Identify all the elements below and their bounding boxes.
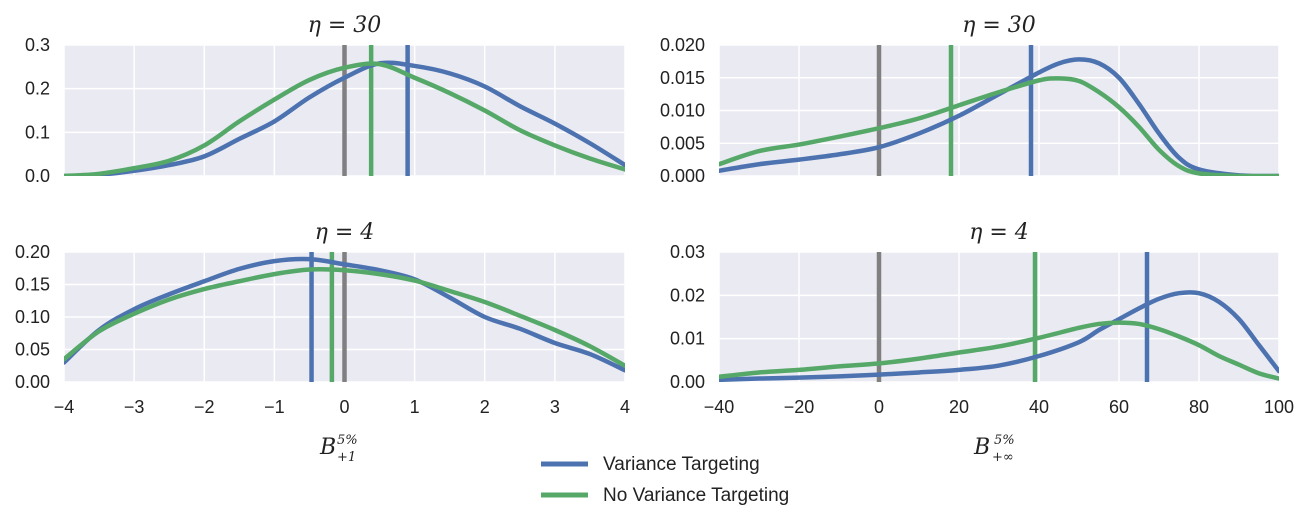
x-axis-label-right: B [973, 435, 990, 460]
x-tick-label: 60 [1109, 397, 1129, 417]
plot-background [719, 252, 1279, 382]
panel-title: η = 4 [969, 220, 1029, 245]
x-tick-label: −2 [194, 397, 215, 417]
density-curve [719, 57, 1279, 176]
x-tick-label: 2 [480, 397, 490, 417]
density-curve [64, 60, 625, 176]
x-tick-label: 20 [949, 397, 969, 417]
panel-title: η = 4 [315, 220, 375, 245]
y-tick-label: 0.10 [15, 307, 50, 327]
x-axis-label-right-sup: 5% [994, 433, 1015, 448]
density-curve [719, 76, 1279, 176]
density-curve [64, 267, 625, 368]
density-curve [719, 320, 1279, 381]
x-axis-label-left-base: B [319, 435, 336, 460]
density-curve [719, 290, 1279, 382]
x-axis-label-right-base: B [973, 435, 990, 460]
x-tick-label: −40 [704, 397, 735, 417]
y-tick-label: 0.02 [670, 285, 705, 305]
x-tick-label: 0 [339, 397, 349, 417]
y-tick-label: 0.03 [670, 242, 705, 262]
x-tick-label: 40 [1029, 397, 1049, 417]
density-curve [64, 256, 625, 373]
y-tick-label: 0.20 [15, 242, 50, 262]
x-axis-label-left: B [319, 435, 336, 460]
legend-label-variance-targeting: Variance Targeting [603, 454, 760, 475]
panel-title: η = 30 [308, 13, 382, 38]
y-tick-label: 0.2 [25, 79, 50, 99]
y-tick-label: 0.3 [25, 35, 50, 55]
x-tick-label: 0 [874, 397, 884, 417]
x-tick-label: 4 [620, 397, 630, 417]
y-tick-label: 0.020 [660, 35, 705, 55]
y-tick-label: 0.010 [660, 101, 705, 121]
x-axis-label-left-sup: 5% [337, 433, 358, 448]
y-tick-label: 0.00 [670, 372, 705, 392]
y-tick-label: 0.15 [15, 275, 50, 295]
x-tick-label: −4 [54, 397, 75, 417]
panel-title: η = 30 [962, 13, 1036, 38]
x-tick-label: 3 [550, 397, 560, 417]
x-tick-label: 100 [1264, 397, 1294, 417]
x-axis-label-left-sub: +1 [337, 450, 356, 465]
x-tick-label: −20 [784, 397, 815, 417]
y-tick-label: 0.01 [670, 329, 705, 349]
legend: Variance Targeting No Variance Targeting [541, 454, 789, 505]
x-tick-label: 80 [1189, 397, 1209, 417]
y-tick-label: 0.00 [15, 372, 50, 392]
y-tick-label: 0.05 [15, 340, 50, 360]
panel-top-left: 0.0 0.1 0.2 0.3 η = 30 [25, 13, 626, 186]
y-tick-label: 0.015 [660, 68, 705, 88]
panel-bottom-left: 0.00 0.05 0.10 0.15 0.20 −4 −3 −2 −1 0 1 2 3 4 η = 4 [15, 220, 630, 417]
y-tick-label: 0.005 [660, 133, 705, 153]
x-axis-label-right-sub: +∞ [992, 450, 1014, 465]
y-tick-label: 0.0 [25, 166, 50, 186]
y-tick-label: 0.000 [660, 166, 705, 186]
panel-top-right: 0.000 0.005 0.010 0.015 0.020 η = 30 [660, 13, 1280, 186]
panel-bottom-right: 0.00 0.01 0.02 0.03 −40 −20 0 20 40 60 80 100 η = 4 [670, 220, 1294, 417]
legend-label-no-variance-targeting: No Variance Targeting [603, 485, 789, 505]
y-tick-label: 0.1 [25, 122, 50, 142]
x-tick-label: 1 [410, 397, 420, 417]
x-tick-label: −1 [264, 397, 285, 417]
density-curve [64, 61, 625, 176]
x-tick-label: −3 [124, 397, 145, 417]
